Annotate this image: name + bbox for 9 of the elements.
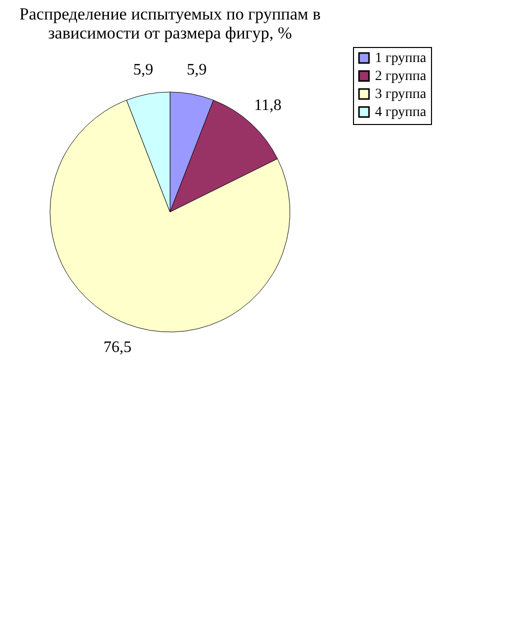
data-label: 11,8 [254, 96, 282, 114]
legend-label: 3 группа [375, 87, 428, 102]
legend-label: 4 группа [375, 105, 428, 120]
data-label: 76,5 [104, 339, 132, 356]
data-label: 5,9 [186, 61, 207, 78]
legend-label: 2 группа [375, 69, 428, 84]
data-label: 5,9 [133, 61, 154, 78]
chart-title: Распределение испытуемых по группам в зависимости от размера фигур, % [19, 4, 321, 42]
legend-label: 1 группа [375, 51, 428, 66]
